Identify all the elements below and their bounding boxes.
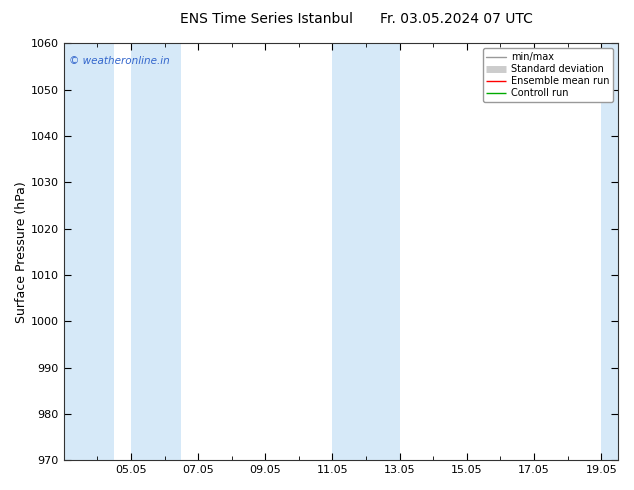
- Y-axis label: Surface Pressure (hPa): Surface Pressure (hPa): [15, 181, 28, 323]
- Bar: [601, 44, 618, 460]
- Bar: [332, 44, 399, 460]
- Bar: [64, 44, 114, 460]
- Text: © weatheronline.in: © weatheronline.in: [69, 56, 170, 66]
- Bar: [131, 44, 181, 460]
- Text: Fr. 03.05.2024 07 UTC: Fr. 03.05.2024 07 UTC: [380, 12, 533, 26]
- Text: ENS Time Series Istanbul: ENS Time Series Istanbul: [180, 12, 353, 26]
- Legend: min/max, Standard deviation, Ensemble mean run, Controll run: min/max, Standard deviation, Ensemble me…: [482, 49, 613, 102]
